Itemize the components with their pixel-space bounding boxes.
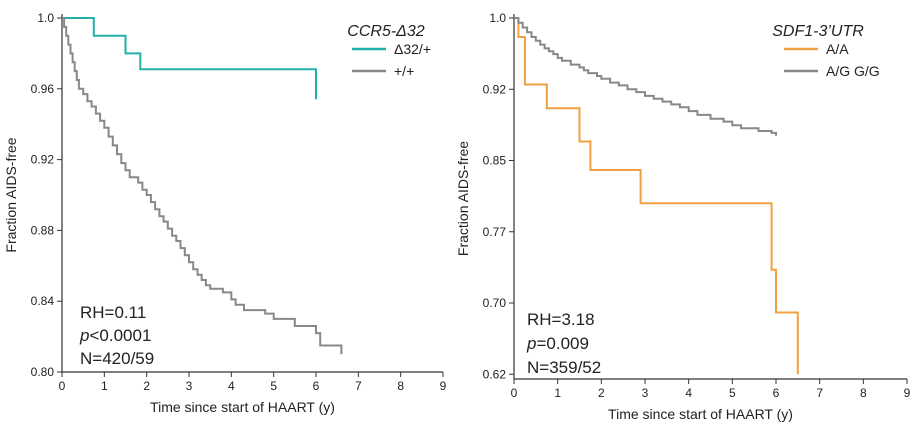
y-axis-title: Fraction AIDS-free xyxy=(455,141,471,256)
y-tick-label: 0.84 xyxy=(31,294,55,308)
series-line-2 xyxy=(62,17,343,355)
y-tick-label: 0.88 xyxy=(31,223,55,237)
x-tick-label: 4 xyxy=(228,379,235,393)
x-tick-label: 2 xyxy=(143,379,150,393)
x-tick-label: 9 xyxy=(904,386,911,400)
legend-entry-label: A/A xyxy=(826,41,849,57)
x-tick-label: 7 xyxy=(355,379,362,393)
stats-n: N=359/52 xyxy=(527,358,601,377)
x-tick-label: 9 xyxy=(440,379,447,393)
stats-p-symbol: p xyxy=(79,326,89,345)
x-tick-label: 5 xyxy=(270,379,277,393)
y-tick-label: 1.0 xyxy=(489,11,506,25)
y-tick-label: 0.77 xyxy=(483,225,507,239)
x-axis-title: Time since start of HAART (y) xyxy=(608,406,793,422)
legend-entry-label: A/G G/G xyxy=(826,63,880,79)
stats-p: p=0.009 xyxy=(526,334,589,353)
stats-rh: RH=3.18 xyxy=(527,310,595,329)
stats-p-symbol: p xyxy=(526,334,536,353)
y-tick-label: 0.92 xyxy=(31,153,55,167)
y-tick-label: 0.70 xyxy=(483,296,507,310)
stats-rh: RH=0.11 xyxy=(80,303,146,322)
stats-n: N=420/59 xyxy=(80,349,154,368)
x-tick-label: 1 xyxy=(554,386,561,400)
stats-p: p<0.0001 xyxy=(79,326,151,345)
stats-p-value: =0.009 xyxy=(536,334,588,353)
series-line-1 xyxy=(514,17,799,375)
y-tick-label: 0.92 xyxy=(483,82,507,96)
x-tick-label: 6 xyxy=(773,386,780,400)
x-tick-label: 3 xyxy=(186,379,193,393)
legend-title: SDF1-3’UTR xyxy=(772,23,864,40)
x-tick-label: 0 xyxy=(511,386,518,400)
x-tick-label: 0 xyxy=(59,379,66,393)
stats-p-value: <0.0001 xyxy=(89,326,151,345)
y-tick-label: 0.96 xyxy=(31,82,55,96)
x-tick-label: 7 xyxy=(816,386,823,400)
series-line-2 xyxy=(514,17,777,136)
x-tick-label: 3 xyxy=(642,386,649,400)
chart-panel-1: 0 1 2 3 4 5 6 7 8 9 1.0 0.96 0.92 0.88 0.84 0.80 Time si… xyxy=(3,11,447,415)
chart-panel-2: 0 1 2 3 4 5 6 7 8 9 1.0 0.92 0.85 0.77 0.70 0.62 Time si… xyxy=(455,11,911,422)
y-tick-label: 0.62 xyxy=(483,367,507,381)
y-tick-label: 0.80 xyxy=(31,365,55,379)
x-tick-label: 2 xyxy=(598,386,605,400)
x-tick-label: 4 xyxy=(685,386,692,400)
legend-entry-label: +/+ xyxy=(394,63,414,79)
y-tick-label: 0.85 xyxy=(483,154,507,168)
x-tick-label: 6 xyxy=(313,379,320,393)
y-axis-title: Fraction AIDS-free xyxy=(3,137,19,252)
legend-entry-label: Δ32/+ xyxy=(394,41,431,57)
x-axis-title: Time since start of HAART (y) xyxy=(150,399,335,415)
legend-title: CCR5-Δ32 xyxy=(347,23,425,40)
x-tick-label: 5 xyxy=(729,386,736,400)
y-tick-label: 1.0 xyxy=(37,11,54,25)
x-tick-label: 8 xyxy=(397,379,404,393)
x-tick-label: 8 xyxy=(860,386,867,400)
x-tick-label: 1 xyxy=(101,379,108,393)
series-line-1 xyxy=(62,17,317,100)
